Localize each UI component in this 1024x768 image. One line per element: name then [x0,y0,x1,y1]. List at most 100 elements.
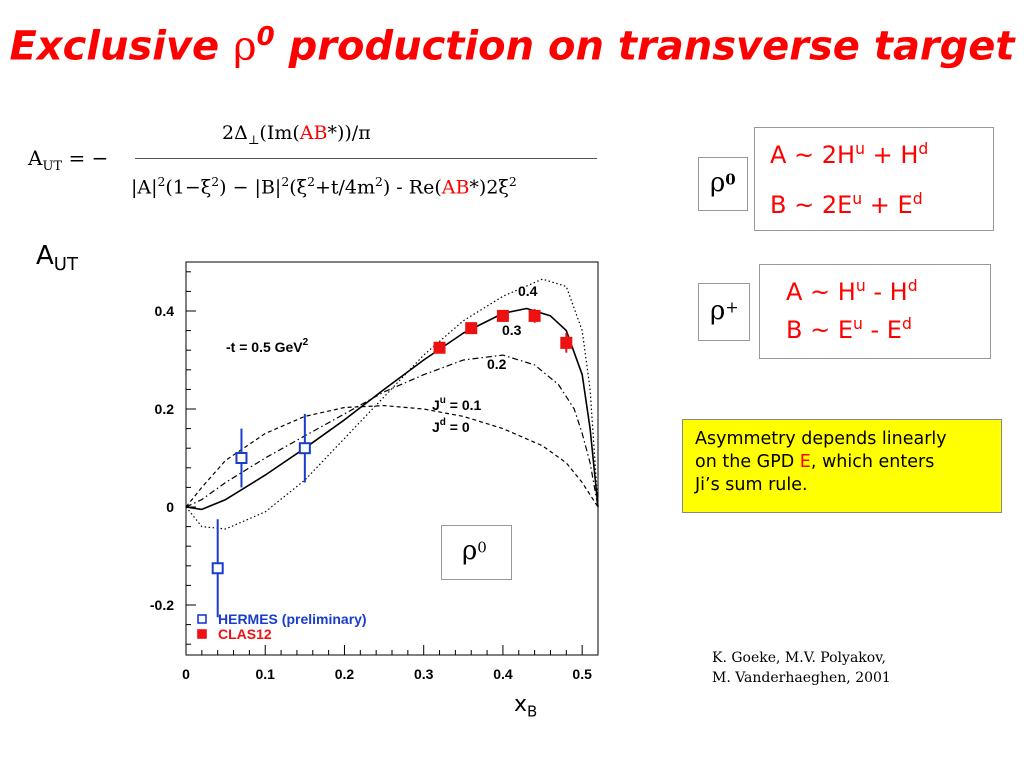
rhop-l1a: A ~ H [786,278,856,306]
x-tick-label: 0.1 [255,666,275,682]
x-tick-label: 0.2 [335,666,355,682]
note-l2a: on the GPD [695,452,800,472]
formula-lhs-a: A [28,146,43,170]
rho0-symbol: ρ [710,168,726,198]
rho0-l1a: A ~ 2H [770,141,856,169]
rhop-l2b: - E [862,316,902,344]
x-tick-label: 0.5 [572,666,592,682]
legend-marker [197,614,207,624]
den-6: ) - Re( [382,176,442,199]
clas12-point [465,322,478,335]
rhoplus-gpd-box: A ~ Hu - Hd B ~ Eu - Ed [759,264,991,359]
y-axis-label: AUT [36,241,78,275]
reference: K. Goeke, M.V. Polyakov, M. Vanderhaeghe… [712,648,891,688]
xlabel-sub: B [527,702,538,721]
hermes-preliminary-point [298,442,311,455]
curve-02 [185,405,599,508]
legend-label: HERMES (preliminary) [218,611,367,627]
title-text: Exclusive [9,23,234,70]
rho0-sup: 0 [725,170,736,189]
den-ab: AB [441,176,470,199]
note-l2b: , which enters [810,452,935,472]
curve-03 [185,354,599,508]
rhoplus-symbol: ρ [710,296,726,326]
chart-annotations: -t = 0.5 GeV2 Ju = 0.1 Jd = 0 0.4 0.3 0.… [226,283,538,435]
num-pre: 2Δ [222,122,248,144]
hermes-preliminary-point [235,452,248,464]
reference-line-1: K. Goeke, M.V. Polyakov, [712,650,886,666]
rhop-l1b: - H [865,278,908,306]
clas12-point [560,336,573,349]
legend-label: CLAS12 [218,626,272,642]
num-mid: (Im( [259,122,300,144]
den-4: (ξ [289,176,308,199]
rhoplus-line-a: A ~ Hu - Hd [786,277,918,306]
den-sq5: 2 [375,175,383,189]
formula-lhs-eq: = − [62,146,109,170]
rho0-symbol-box: ρ0 [698,157,748,211]
rho0-l1d: d [918,140,929,158]
den-sq2: 2 [211,175,220,189]
clas12-point [433,341,446,354]
note-line-2: on the GPD E, which enters [683,451,1001,474]
formula-lhs: AUT = − [28,146,108,174]
rho0-l1u: u [855,140,865,158]
title-rho: ρ [233,23,257,70]
formula-denominator: |A|2(1−ξ2) − |B|2(ξ2+t/4m2) - Re(AB*)2ξ2 [131,175,517,198]
slide-title: Exclusive ρ0 production on transverse ta… [0,22,1024,69]
inset-rho: ρ [462,536,478,566]
legend-marker [197,629,207,639]
rho0-gpd-box: A ~ 2Hu + Hd B ~ 2Eu + Ed [754,127,994,231]
curve-label-03: 0.3 [502,322,522,338]
den-sq4: 2 [307,175,315,189]
title-sup: 0 [256,22,275,52]
den-5: +t/4m [314,176,375,199]
note-l2e: E [799,452,811,472]
y-tick-label: 0.4 [155,303,175,319]
note-box: Asymmetry depends linearly on the GPD E,… [682,419,1002,513]
hermes-preliminary-point [211,562,224,575]
rhop-l2d: d [901,315,912,333]
den-sq1: 2 [157,175,166,189]
rho0-l2a: B ~ 2E [770,191,853,219]
formula-lhs-sub: UT [42,159,63,174]
rho0-inset-box: ρ0 [441,525,512,580]
note-line-3: Ji’s sum rule. [695,475,808,495]
den-sq6: 2 [508,175,517,189]
x-tick-label: 0.3 [414,666,434,682]
rhop-l1d: d [907,277,918,295]
rho0-l2u: u [852,190,863,208]
den-7: *)2ξ [469,176,509,199]
y-tick-label: -0.2 [150,597,174,613]
den-2: (1−ξ [165,176,212,199]
rho0-l2d: d [912,190,923,208]
chart-legend: HERMES (preliminary)CLAS12 [197,611,367,642]
inset-sup: 0 [477,538,487,557]
rho0-line-b: B ~ 2Eu + Ed [770,190,923,219]
clas12-point [496,309,509,322]
num-post: *))/π [327,122,371,144]
clas12-point [528,309,541,322]
y-tick-label: 0.2 [155,401,175,417]
rhoplus-line-b: B ~ Eu - Ed [786,315,912,344]
reference-line-2: M. Vanderhaeghen, 2001 [712,670,891,686]
x-tick-label: 0 [182,666,190,682]
x-axis-label: xB [514,692,537,720]
formula-numerator: 2Δ⊥(Im(AB*))/π [222,122,371,147]
den-3: ) − |B| [219,176,282,199]
t-annotation: -t = 0.5 GeV2 [226,337,309,355]
rhop-l1u: u [855,277,866,295]
xlabel-a: x [514,692,528,717]
x-tick-label: 0.4 [493,666,513,682]
ju-annotation: Ju = 0.1 [432,395,482,413]
den-1: |A| [131,176,158,199]
note-line-1: Asymmetry depends linearly [695,429,947,449]
rhop-l2u: u [853,315,863,333]
ylabel-sub: UT [53,254,78,276]
curve-label-04: 0.4 [518,283,538,299]
rho0-l2b: + E [862,191,913,219]
title-rest: production on transverse target [274,23,1015,70]
rhop-l2a: B ~ E [786,316,853,344]
rhoplus-symbol-box: ρ+ [698,283,750,341]
